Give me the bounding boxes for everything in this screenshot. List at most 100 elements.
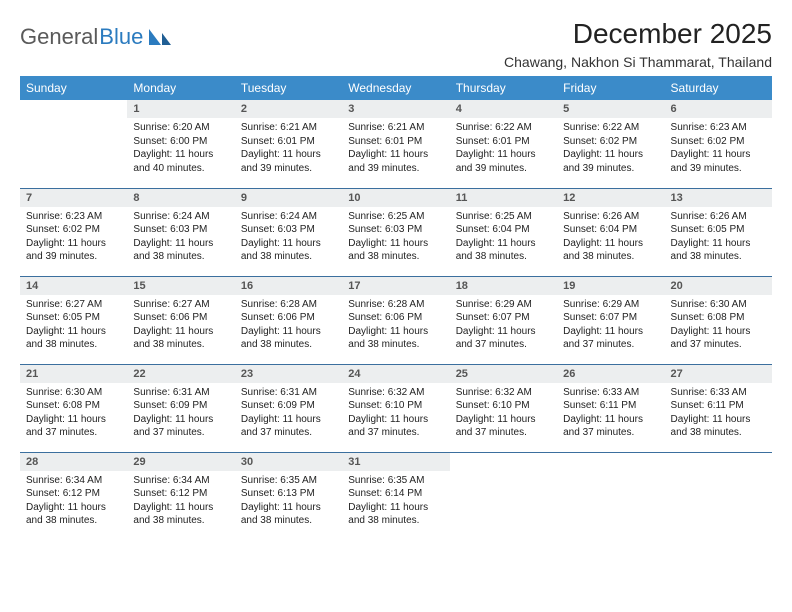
calendar-cell: 18Sunrise: 6:29 AMSunset: 6:07 PMDayligh… <box>450 276 557 364</box>
calendar-cell: 3Sunrise: 6:21 AMSunset: 6:01 PMDaylight… <box>342 100 449 188</box>
day-details: Sunrise: 6:27 AMSunset: 6:06 PMDaylight:… <box>127 295 234 356</box>
day-number: 7 <box>20 189 127 207</box>
calendar-cell <box>450 452 557 540</box>
day-details: Sunrise: 6:35 AMSunset: 6:13 PMDaylight:… <box>235 471 342 532</box>
day-number: 11 <box>450 189 557 207</box>
day-number: 22 <box>127 365 234 383</box>
day-details: Sunrise: 6:28 AMSunset: 6:06 PMDaylight:… <box>342 295 449 356</box>
header-row: General Blue December 2025 Chawang, Nakh… <box>20 18 772 70</box>
day-details: Sunrise: 6:32 AMSunset: 6:10 PMDaylight:… <box>342 383 449 444</box>
calendar-cell <box>20 100 127 188</box>
calendar-cell: 15Sunrise: 6:27 AMSunset: 6:06 PMDayligh… <box>127 276 234 364</box>
day-details: Sunrise: 6:33 AMSunset: 6:11 PMDaylight:… <box>665 383 772 444</box>
day-details: Sunrise: 6:22 AMSunset: 6:01 PMDaylight:… <box>450 118 557 179</box>
day-number: 25 <box>450 365 557 383</box>
month-title: December 2025 <box>504 18 772 50</box>
calendar-body: 1Sunrise: 6:20 AMSunset: 6:00 PMDaylight… <box>20 100 772 540</box>
calendar-cell: 20Sunrise: 6:30 AMSunset: 6:08 PMDayligh… <box>665 276 772 364</box>
day-number: 6 <box>665 100 772 118</box>
calendar-cell: 10Sunrise: 6:25 AMSunset: 6:03 PMDayligh… <box>342 188 449 276</box>
calendar-cell: 8Sunrise: 6:24 AMSunset: 6:03 PMDaylight… <box>127 188 234 276</box>
calendar-row: 7Sunrise: 6:23 AMSunset: 6:02 PMDaylight… <box>20 188 772 276</box>
day-details: Sunrise: 6:23 AMSunset: 6:02 PMDaylight:… <box>665 118 772 179</box>
calendar-cell: 28Sunrise: 6:34 AMSunset: 6:12 PMDayligh… <box>20 452 127 540</box>
day-header: Thursday <box>450 76 557 100</box>
day-header: Tuesday <box>235 76 342 100</box>
calendar-cell: 22Sunrise: 6:31 AMSunset: 6:09 PMDayligh… <box>127 364 234 452</box>
day-details: Sunrise: 6:22 AMSunset: 6:02 PMDaylight:… <box>557 118 664 179</box>
day-details: Sunrise: 6:33 AMSunset: 6:11 PMDaylight:… <box>557 383 664 444</box>
calendar-cell: 1Sunrise: 6:20 AMSunset: 6:00 PMDaylight… <box>127 100 234 188</box>
day-details: Sunrise: 6:26 AMSunset: 6:04 PMDaylight:… <box>557 207 664 268</box>
calendar-cell: 4Sunrise: 6:22 AMSunset: 6:01 PMDaylight… <box>450 100 557 188</box>
day-details: Sunrise: 6:32 AMSunset: 6:10 PMDaylight:… <box>450 383 557 444</box>
day-details: Sunrise: 6:31 AMSunset: 6:09 PMDaylight:… <box>235 383 342 444</box>
brand-word-1: General <box>20 24 98 50</box>
title-block: December 2025 Chawang, Nakhon Si Thammar… <box>504 18 772 70</box>
day-number: 30 <box>235 453 342 471</box>
calendar-row: 28Sunrise: 6:34 AMSunset: 6:12 PMDayligh… <box>20 452 772 540</box>
calendar-cell: 12Sunrise: 6:26 AMSunset: 6:04 PMDayligh… <box>557 188 664 276</box>
day-number: 29 <box>127 453 234 471</box>
day-number: 26 <box>557 365 664 383</box>
day-details: Sunrise: 6:30 AMSunset: 6:08 PMDaylight:… <box>665 295 772 356</box>
calendar-cell: 23Sunrise: 6:31 AMSunset: 6:09 PMDayligh… <box>235 364 342 452</box>
day-details: Sunrise: 6:23 AMSunset: 6:02 PMDaylight:… <box>20 207 127 268</box>
calendar-cell <box>557 452 664 540</box>
day-details: Sunrise: 6:24 AMSunset: 6:03 PMDaylight:… <box>235 207 342 268</box>
day-details: Sunrise: 6:34 AMSunset: 6:12 PMDaylight:… <box>127 471 234 532</box>
location-text: Chawang, Nakhon Si Thammarat, Thailand <box>504 54 772 70</box>
day-header: Friday <box>557 76 664 100</box>
day-number: 1 <box>127 100 234 118</box>
day-number: 4 <box>450 100 557 118</box>
calendar-cell: 6Sunrise: 6:23 AMSunset: 6:02 PMDaylight… <box>665 100 772 188</box>
calendar-table: SundayMondayTuesdayWednesdayThursdayFrid… <box>20 76 772 540</box>
calendar-cell: 16Sunrise: 6:28 AMSunset: 6:06 PMDayligh… <box>235 276 342 364</box>
day-header: Monday <box>127 76 234 100</box>
calendar-row: 1Sunrise: 6:20 AMSunset: 6:00 PMDaylight… <box>20 100 772 188</box>
calendar-cell <box>665 452 772 540</box>
calendar-page: General Blue December 2025 Chawang, Nakh… <box>0 0 792 550</box>
day-header: Saturday <box>665 76 772 100</box>
day-details: Sunrise: 6:29 AMSunset: 6:07 PMDaylight:… <box>450 295 557 356</box>
calendar-cell: 24Sunrise: 6:32 AMSunset: 6:10 PMDayligh… <box>342 364 449 452</box>
day-details: Sunrise: 6:21 AMSunset: 6:01 PMDaylight:… <box>235 118 342 179</box>
calendar-cell: 21Sunrise: 6:30 AMSunset: 6:08 PMDayligh… <box>20 364 127 452</box>
calendar-cell: 19Sunrise: 6:29 AMSunset: 6:07 PMDayligh… <box>557 276 664 364</box>
day-number: 16 <box>235 277 342 295</box>
day-number: 17 <box>342 277 449 295</box>
brand-logo: General Blue <box>20 18 173 50</box>
day-details: Sunrise: 6:26 AMSunset: 6:05 PMDaylight:… <box>665 207 772 268</box>
calendar-cell: 27Sunrise: 6:33 AMSunset: 6:11 PMDayligh… <box>665 364 772 452</box>
day-details: Sunrise: 6:28 AMSunset: 6:06 PMDaylight:… <box>235 295 342 356</box>
day-number: 27 <box>665 365 772 383</box>
calendar-cell: 2Sunrise: 6:21 AMSunset: 6:01 PMDaylight… <box>235 100 342 188</box>
calendar-cell: 30Sunrise: 6:35 AMSunset: 6:13 PMDayligh… <box>235 452 342 540</box>
day-details: Sunrise: 6:27 AMSunset: 6:05 PMDaylight:… <box>20 295 127 356</box>
day-number: 3 <box>342 100 449 118</box>
day-number: 31 <box>342 453 449 471</box>
day-number: 14 <box>20 277 127 295</box>
day-details: Sunrise: 6:30 AMSunset: 6:08 PMDaylight:… <box>20 383 127 444</box>
day-number: 13 <box>665 189 772 207</box>
day-details: Sunrise: 6:21 AMSunset: 6:01 PMDaylight:… <box>342 118 449 179</box>
calendar-cell: 13Sunrise: 6:26 AMSunset: 6:05 PMDayligh… <box>665 188 772 276</box>
calendar-cell: 29Sunrise: 6:34 AMSunset: 6:12 PMDayligh… <box>127 452 234 540</box>
calendar-cell: 25Sunrise: 6:32 AMSunset: 6:10 PMDayligh… <box>450 364 557 452</box>
day-details: Sunrise: 6:20 AMSunset: 6:00 PMDaylight:… <box>127 118 234 179</box>
day-number: 15 <box>127 277 234 295</box>
calendar-cell: 26Sunrise: 6:33 AMSunset: 6:11 PMDayligh… <box>557 364 664 452</box>
day-number: 19 <box>557 277 664 295</box>
calendar-row: 21Sunrise: 6:30 AMSunset: 6:08 PMDayligh… <box>20 364 772 452</box>
day-details: Sunrise: 6:25 AMSunset: 6:03 PMDaylight:… <box>342 207 449 268</box>
day-number: 18 <box>450 277 557 295</box>
day-number: 28 <box>20 453 127 471</box>
calendar-cell: 17Sunrise: 6:28 AMSunset: 6:06 PMDayligh… <box>342 276 449 364</box>
day-details: Sunrise: 6:25 AMSunset: 6:04 PMDaylight:… <box>450 207 557 268</box>
day-number: 9 <box>235 189 342 207</box>
calendar-cell: 5Sunrise: 6:22 AMSunset: 6:02 PMDaylight… <box>557 100 664 188</box>
calendar-cell: 31Sunrise: 6:35 AMSunset: 6:14 PMDayligh… <box>342 452 449 540</box>
sail-icon <box>147 27 173 47</box>
day-number: 21 <box>20 365 127 383</box>
calendar-cell: 11Sunrise: 6:25 AMSunset: 6:04 PMDayligh… <box>450 188 557 276</box>
